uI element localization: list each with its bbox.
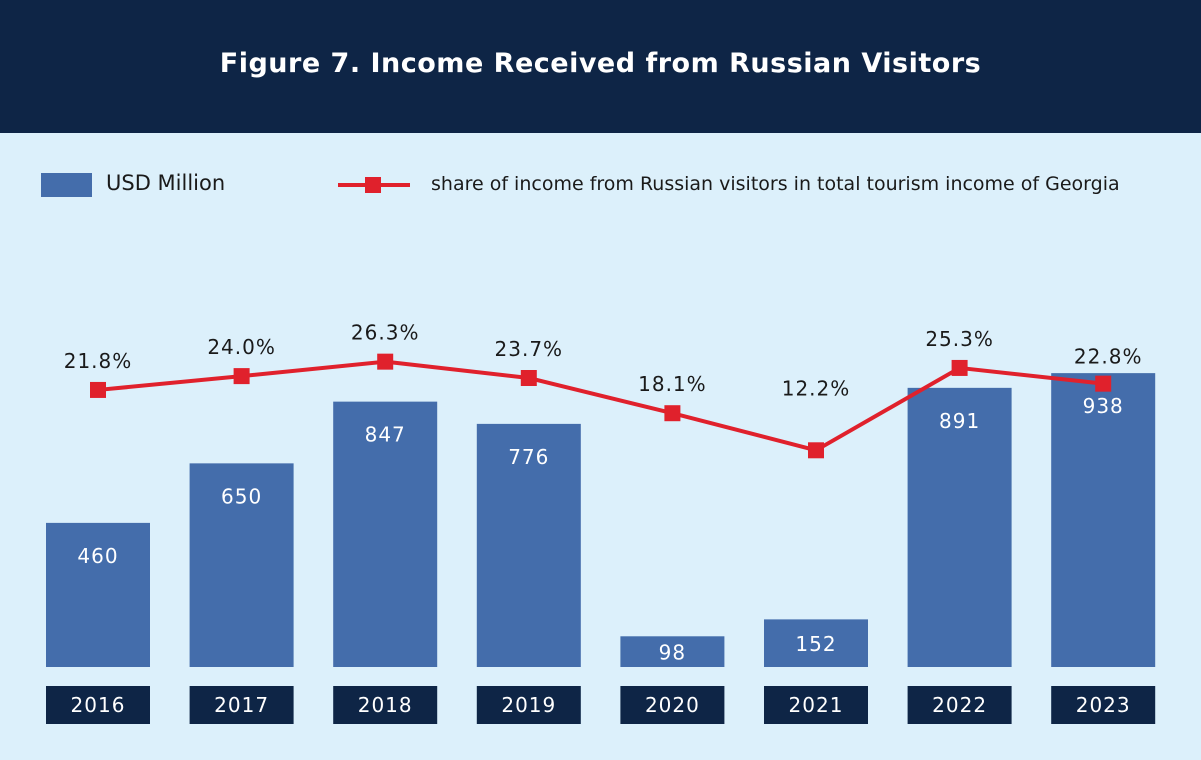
line-point (233, 368, 250, 385)
bar (764, 619, 868, 667)
x-tick-box (476, 686, 581, 724)
share-line (97, 359, 1104, 453)
x-tick-label: 2022 (932, 693, 987, 717)
bar (476, 423, 581, 667)
bar (620, 636, 725, 667)
x-tick-label: 2018 (358, 693, 413, 717)
line-point (90, 381, 106, 398)
line-value-label: 25.3% (925, 327, 994, 351)
bar-value-label: 847 (365, 423, 406, 447)
line-value-label: 26.3% (351, 321, 420, 345)
x-tick-box (620, 686, 725, 724)
x-tick-label: 2023 (1076, 693, 1131, 717)
line-point (377, 353, 394, 370)
legend-bar-swatch (41, 173, 92, 197)
line-value-label: 24.0% (207, 335, 276, 359)
bar (1051, 373, 1156, 667)
bar (46, 522, 150, 667)
line-point (664, 405, 681, 422)
x-tick-box (189, 686, 294, 724)
line-point (951, 359, 968, 376)
bar-value-label: 650 (221, 484, 262, 508)
line-point (520, 369, 537, 386)
bar (333, 401, 438, 667)
x-tick-label: 2017 (214, 693, 269, 717)
line-point (1095, 375, 1112, 392)
bar-value-label: 776 (508, 445, 549, 469)
x-tick-box (46, 686, 150, 724)
line-value-label: 18.1% (638, 372, 707, 396)
bar-value-label: 152 (795, 632, 836, 656)
legend-bar-label: USD Million (106, 171, 226, 195)
x-tick-label: 2021 (789, 693, 844, 717)
bar-value-label: 891 (939, 409, 980, 433)
x-tick-label: 2016 (71, 693, 126, 717)
x-tick-label: 2019 (501, 693, 556, 717)
bar (907, 387, 1012, 667)
line-value-label: 21.8% (64, 349, 133, 373)
x-tick-box (907, 686, 1012, 724)
bar-value-label: 938 (1083, 394, 1124, 418)
x-tick-box (333, 686, 438, 724)
bar-value-label: 460 (77, 544, 118, 568)
line-value-label: 22.8% (1074, 345, 1143, 369)
bar-value-label: 98 (659, 641, 686, 665)
bar (189, 463, 294, 667)
legend-line-label: share of income from Russian visitors in… (431, 173, 1120, 195)
line-value-label: 12.2% (782, 376, 851, 400)
chart-title: Figure 7. Income Received from Russian V… (219, 48, 982, 79)
x-tick-label: 2020 (645, 693, 700, 717)
x-tick-box (1051, 686, 1156, 724)
header-banner: Figure 7. Income Received from Russian V… (0, 0, 1201, 133)
line-value-label: 23.7% (495, 337, 564, 361)
x-tick-box (764, 686, 868, 724)
line-point (808, 442, 824, 459)
